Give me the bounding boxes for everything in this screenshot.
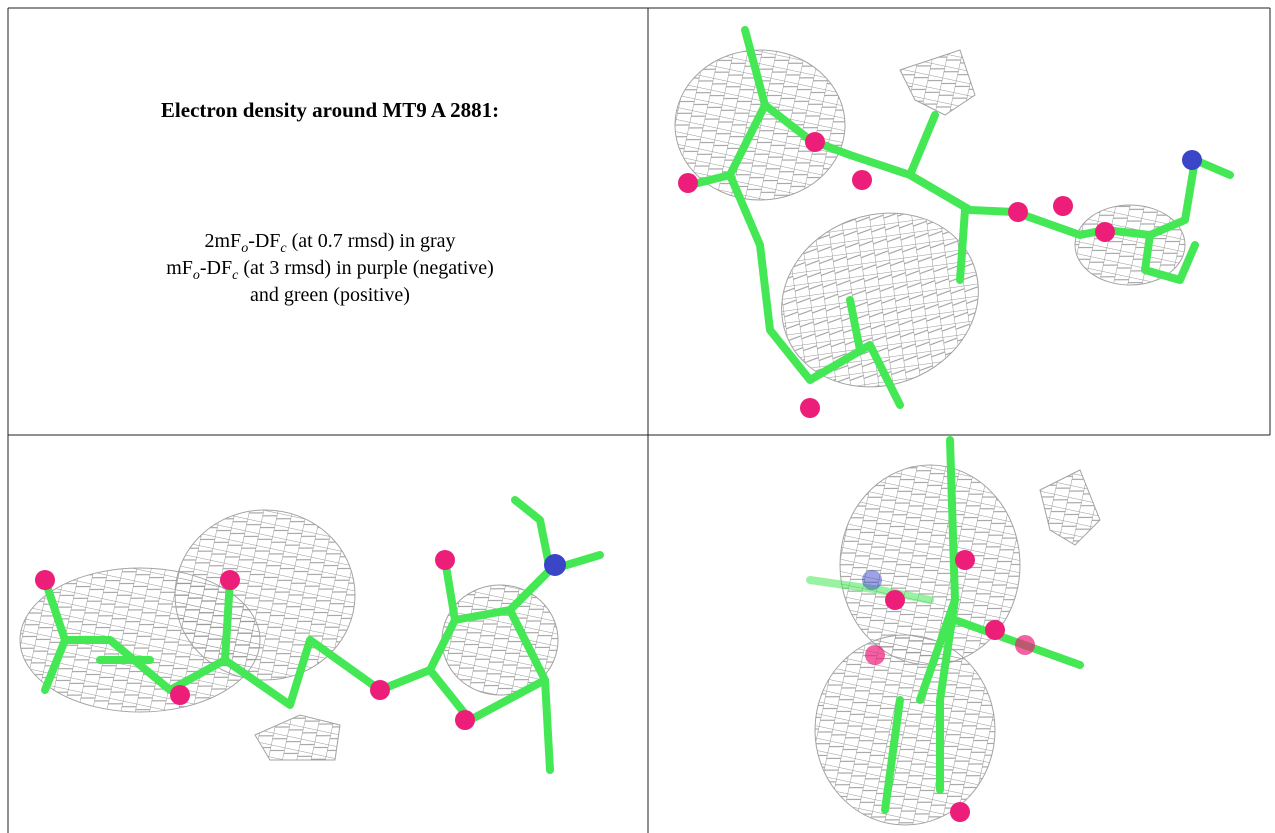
caption-text: and green (positive) (250, 284, 410, 306)
caption-text: (at 3 rmsd) in purple (negative) (238, 257, 493, 279)
caption-text: 2mF (205, 230, 242, 252)
title: Electron density around MT9 A 2881: (161, 98, 499, 122)
page: Electron density around MT9 A 2881: 2mFo… (0, 0, 1275, 833)
structure-view-2 (20, 500, 600, 770)
caption-text: -DF (248, 230, 280, 252)
caption-line: 2mFo-DFc (at 0.7 rmsd) in gray (205, 230, 456, 256)
structure-view-3 (810, 440, 1100, 825)
caption-text: -DF (200, 257, 232, 279)
subscript: o (193, 268, 200, 283)
caption-text: (at 0.7 rmsd) in gray (287, 230, 456, 252)
structure-view-1 (675, 30, 1230, 418)
caption-line: mFo-DFc (at 3 rmsd) in purple (negative) (166, 257, 494, 283)
subscript: o (241, 241, 248, 256)
table-grid (8, 8, 1270, 833)
caption-line: and green (positive) (250, 284, 410, 306)
caption-text: mF (166, 257, 193, 279)
